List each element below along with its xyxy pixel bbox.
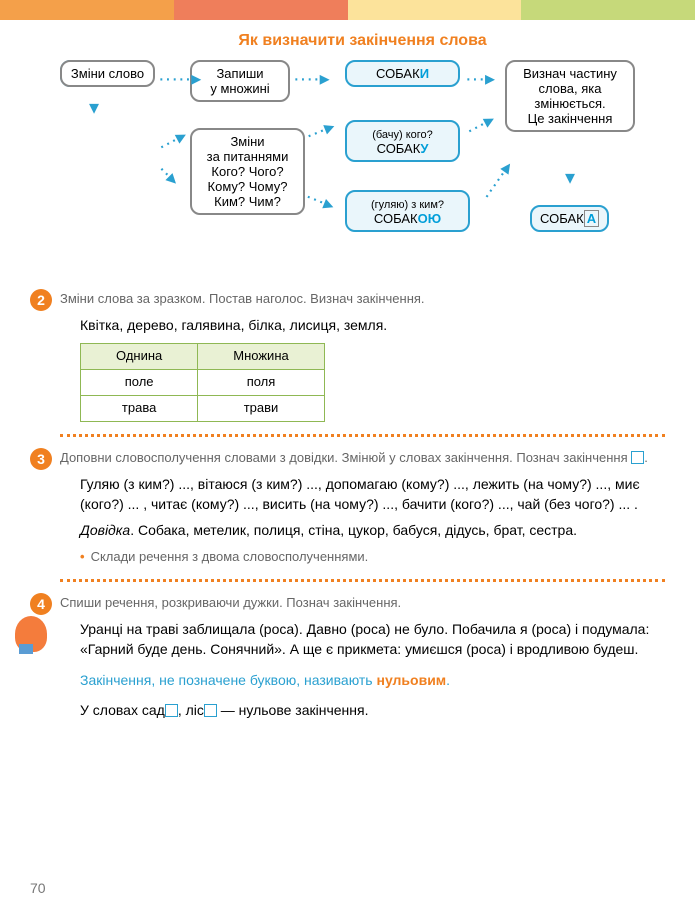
word-diagram: СОБАКА Зміни слово Запиши у множині Змін… [60,60,665,280]
ending-box-icon [165,704,178,717]
node-define: Визнач частину слова, яка змінюється. Це… [505,60,635,132]
null-ending-rule: Закінчення, не позначене буквою, називаю… [80,670,665,690]
task-num-4: 4 [30,593,52,615]
task-2: 2 Зміни слова за зразком. Постав наголос… [60,290,665,422]
node-plural-instr: Запиши у множині [190,60,290,102]
node-question-instr: Зміни за питаннями Кого? Чого? Кому? Чом… [190,128,305,215]
node-result: СОБАКА [530,205,609,232]
bullet-icon: • [80,549,85,564]
page-number: 70 [30,880,46,896]
task-num-2: 2 [30,289,52,311]
divider [60,434,665,437]
ending-box-icon [204,704,217,717]
page-title: Як визначити закінчення слова [60,32,665,50]
task-num-3: 3 [30,448,52,470]
node-change: Зміни слово [60,60,155,87]
singular-plural-table: ОднинаМножина полеполя траватрави [80,343,325,422]
divider [60,579,665,582]
ending-box-icon [631,451,644,464]
top-color-bar [0,0,695,20]
node-q1-result: (бачу) кого? СОБАКУ [345,120,460,162]
task-3: 3 Доповни словосполучення словами з дові… [60,449,665,568]
mascot-icon [15,616,47,652]
task-4: 4 Спиши речення, розкриваючи дужки. Позн… [60,594,665,720]
node-q2-result: (гуляю) з ким? СОБАКОЮ [345,190,470,232]
node-plural-result: СОБАКИ [345,60,460,87]
